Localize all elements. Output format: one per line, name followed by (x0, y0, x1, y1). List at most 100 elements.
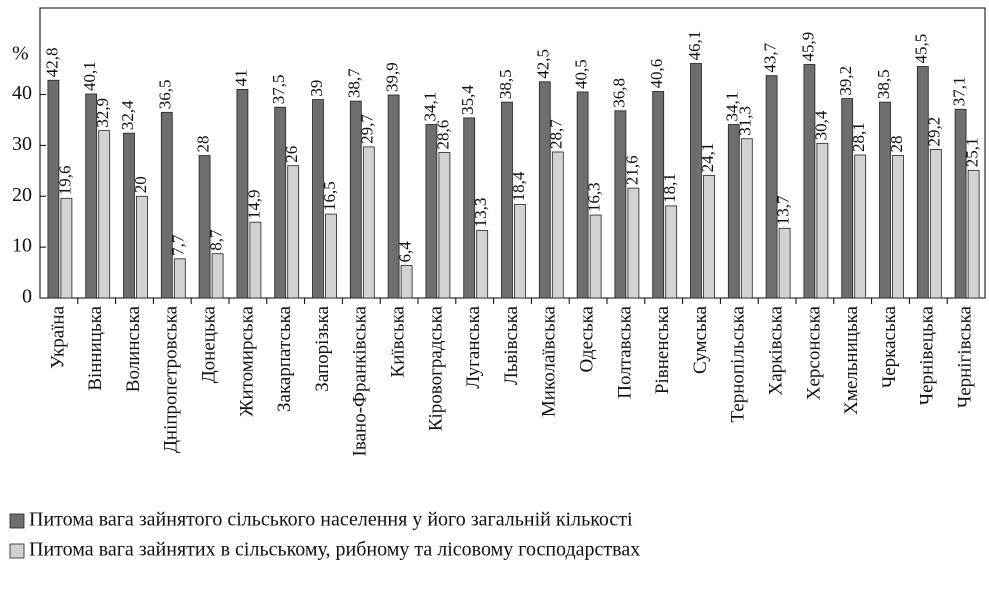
value-label: 6,4 (396, 241, 415, 263)
bar (551, 151, 564, 299)
bar (47, 79, 60, 299)
value-label: 40,6 (647, 59, 666, 89)
value-label: 39,9 (383, 62, 402, 92)
bar (312, 99, 324, 299)
x-tick-label: Кіровоградська (425, 305, 446, 431)
y-tick-label: 30 (12, 133, 32, 155)
bar (198, 155, 211, 299)
value-label: 31,3 (736, 106, 755, 136)
bar (287, 165, 300, 299)
bar (274, 106, 287, 299)
value-label: 8,7 (207, 229, 226, 251)
x-tick-label: Україна (47, 305, 68, 368)
x-tick-label: Івано-Франківська (350, 305, 371, 456)
value-label: 29,2 (925, 117, 944, 147)
x-tick-label: Рівненська (652, 305, 673, 394)
value-label: 25,1 (963, 138, 982, 168)
value-label: 35,4 (458, 85, 477, 115)
bar (576, 91, 589, 299)
value-label: 36,8 (609, 78, 628, 108)
value-label: 34,1 (420, 92, 439, 122)
value-label: 18,1 (660, 173, 679, 203)
bar (727, 124, 740, 299)
bar (136, 195, 148, 299)
bar (362, 146, 375, 299)
bar (476, 229, 489, 299)
y-tick-label: 0 (22, 286, 32, 308)
value-label: 13,3 (471, 198, 490, 228)
bar (778, 227, 791, 299)
bar (438, 152, 451, 299)
x-tick-label: Хмельницька (841, 305, 862, 414)
value-label: 7,7 (169, 234, 188, 256)
value-label: 18,4 (509, 171, 528, 201)
x-tick-label: Львівська (501, 305, 522, 385)
bar (854, 154, 867, 299)
value-label: 39 (307, 80, 326, 97)
value-label: 37,5 (269, 74, 288, 104)
bar (85, 93, 98, 299)
value-label: 26 (282, 146, 301, 163)
value-label: 28 (887, 136, 906, 153)
value-label: 42,8 (42, 47, 61, 77)
value-label: 38,5 (874, 69, 893, 99)
y-axis-label: % (12, 43, 29, 65)
value-label: 30,4 (811, 110, 830, 140)
bar (690, 63, 702, 299)
bar (514, 203, 526, 299)
value-label: 28,6 (433, 120, 452, 150)
bar (967, 169, 980, 299)
x-tick-label: Миколаївська (539, 305, 560, 417)
value-label: 40,1 (80, 61, 99, 91)
bar (614, 110, 627, 299)
value-label: 38,5 (496, 69, 515, 99)
value-label: 36,5 (156, 80, 175, 110)
value-label: 13,7 (774, 195, 793, 225)
value-label: 43,7 (761, 42, 780, 72)
legend-swatch (9, 513, 25, 529)
y-tick-label: 20 (12, 184, 32, 206)
bar (123, 132, 135, 299)
bar (538, 81, 551, 299)
bar (803, 64, 816, 299)
legend-swatch (9, 543, 25, 559)
x-tick-label: Полтавська (614, 305, 635, 398)
bar (501, 101, 513, 299)
x-tick-label: Дніпропетровська (161, 305, 182, 453)
value-label: 40,5 (572, 59, 591, 89)
value-label: 41 (231, 69, 250, 86)
value-label: 28,1 (849, 122, 868, 152)
x-tick-label: Чернівецька (917, 305, 938, 405)
bar (211, 253, 224, 299)
bar (589, 214, 602, 299)
value-label: 45,9 (798, 32, 817, 62)
x-tick-label: Херсонська (803, 305, 824, 400)
x-tick-label: Луганська (463, 305, 484, 388)
bar (879, 101, 891, 299)
bar (765, 75, 778, 299)
bar (740, 138, 753, 299)
bar (954, 108, 967, 299)
x-tick-label: Волинська (123, 305, 144, 392)
bar (349, 100, 362, 299)
x-tick-label: Тернопільська (728, 305, 749, 422)
value-label: 37,1 (950, 76, 969, 106)
y-tick-label: 10 (12, 235, 32, 257)
value-label: 24,1 (698, 143, 717, 173)
value-label: 45,5 (912, 34, 931, 64)
value-label: 20 (131, 176, 150, 193)
x-tick-label: Сумська (690, 305, 711, 374)
bar (325, 213, 337, 299)
y-tick-label: 40 (12, 82, 32, 104)
bar (703, 174, 715, 299)
value-label: 16,5 (320, 181, 339, 211)
value-label: 46,1 (685, 31, 704, 61)
value-label: 32,4 (118, 100, 137, 130)
value-label: 16,3 (585, 182, 604, 212)
value-label: 32,9 (93, 98, 112, 128)
value-label: 42,5 (534, 49, 553, 79)
x-tick-label: Одеська (576, 305, 597, 372)
x-tick-label: Донецька (198, 305, 219, 383)
value-label: 21,6 (622, 155, 641, 185)
x-tick-label: Чернігівська (954, 305, 975, 408)
